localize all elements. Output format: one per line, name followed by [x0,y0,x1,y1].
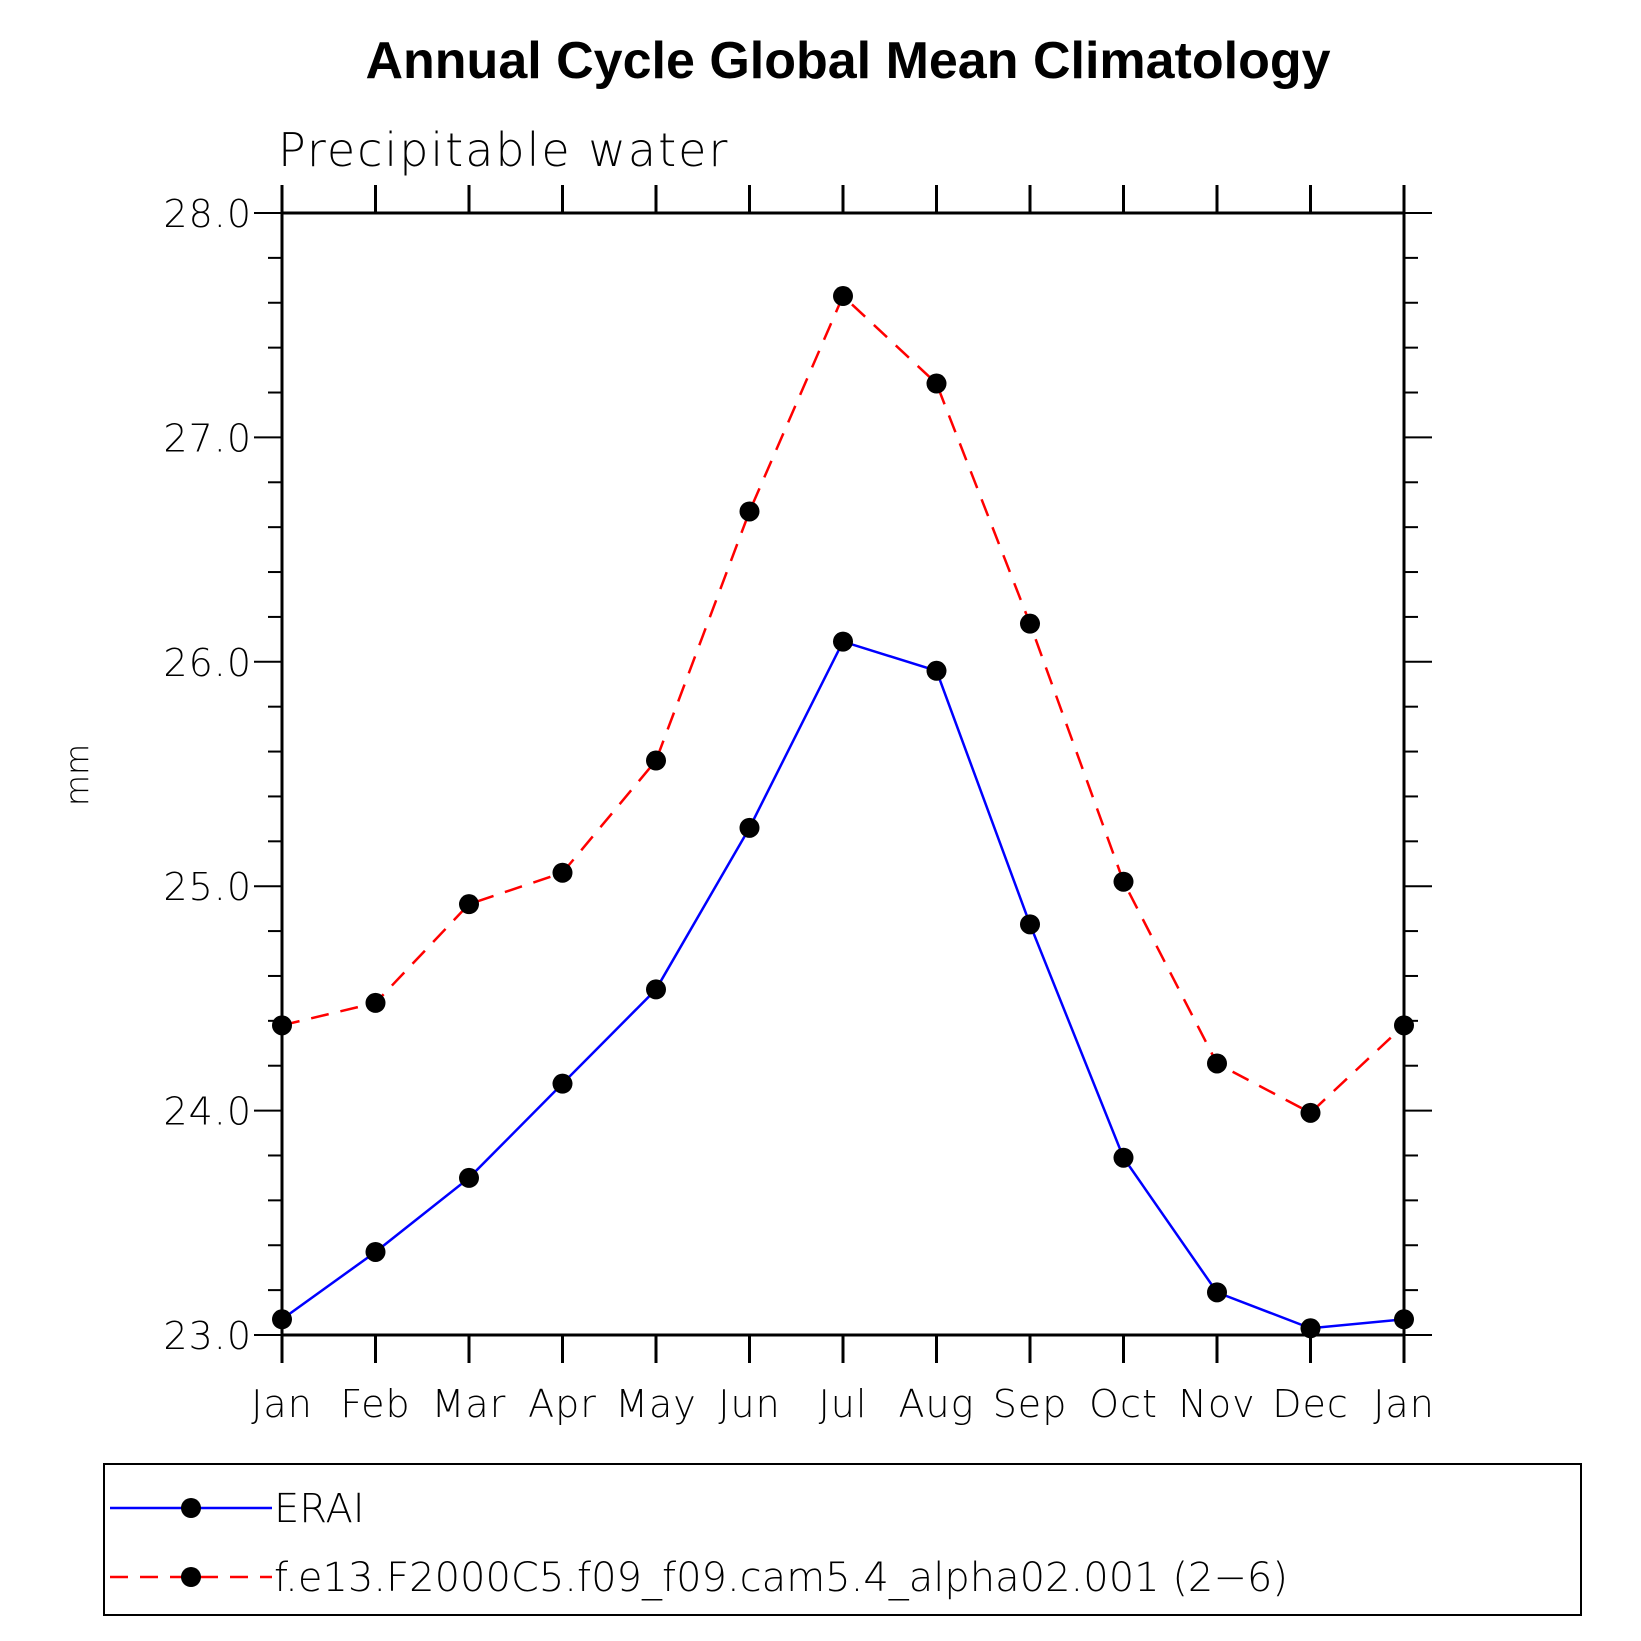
data-point [739,817,760,838]
x-tick-label: Aug [899,1382,975,1426]
y-tick-label: 28.0 [163,192,252,236]
data-point [1020,613,1040,634]
x-tick-label: Apr [528,1382,597,1426]
chart-title: Annual Cycle Global Mean Climatology [365,32,1330,90]
data-point [1113,871,1134,892]
data-point [365,992,386,1013]
x-tick-label: Feb [340,1382,410,1426]
data-point [1300,1318,1321,1339]
data-point [646,979,666,1000]
y-tick-label: 26.0 [163,641,252,685]
y-axis-label: mm [58,744,96,806]
x-tick-label: Jul [819,1382,868,1426]
data-point [1207,1053,1227,1074]
series-line-0 [281,640,1405,1330]
chart-subtitle: Precipitable water [278,123,729,177]
legend: ERAI f.e13.F2000C5.f09_f09.cam5.4_alpha02… [110,1486,1288,1601]
plot-frame [280,211,1406,1337]
legend-marker-1 [181,1567,201,1587]
axis-ticks [254,185,1432,1363]
data-point [1020,914,1040,935]
x-tick-label: Nov [1178,1382,1255,1426]
y-tick-label: 27.0 [163,416,252,460]
x-tick-label: Jun [718,1382,780,1426]
data-point [365,1241,386,1262]
data-point [552,1073,573,1094]
y-tick-labels: 23.0 24.0 25.0 26.0 27.0 28.0 [163,192,252,1358]
data-point [1113,1147,1134,1168]
data-point [1394,1015,1414,1036]
x-tick-label: Mar [432,1382,507,1426]
data-point [459,894,479,915]
data-point [272,1309,292,1330]
x-tick-label: Jan [1373,1382,1435,1426]
x-tick-label: May [615,1382,697,1426]
legend-label-1: f.e13.F2000C5.f09_f09.cam5.4_alpha02.001… [274,1555,1288,1601]
series-layer [272,286,1414,1339]
data-point [552,862,573,883]
data-point [739,501,760,522]
data-point [1207,1282,1227,1303]
data-point [272,1015,292,1036]
x-tick-label: Oct [1089,1382,1158,1426]
data-point [833,286,853,307]
y-tick-label: 25.0 [163,865,252,909]
legend-box [103,1463,1582,1616]
x-tick-label: Jan [251,1382,313,1426]
y-tick-label: 24.0 [163,1090,252,1134]
data-point [1394,1309,1414,1330]
data-point [646,750,666,771]
data-point [1300,1102,1321,1123]
x-tick-label: Dec [1272,1382,1349,1426]
legend-marker-0 [181,1498,201,1518]
y-tick-label: 23.0 [163,1314,252,1358]
x-tick-label: Sep [993,1382,1068,1426]
data-point [926,373,947,394]
data-point [926,660,947,681]
data-point [459,1167,479,1188]
legend-label-0: ERAI [274,1486,365,1532]
series-line-1 [281,293,1405,1115]
x-tick-labels: Jan Feb Mar Apr May Jun Jul Aug Sep Oct Nov Dec Jan [251,1382,1435,1426]
data-point [833,631,853,652]
